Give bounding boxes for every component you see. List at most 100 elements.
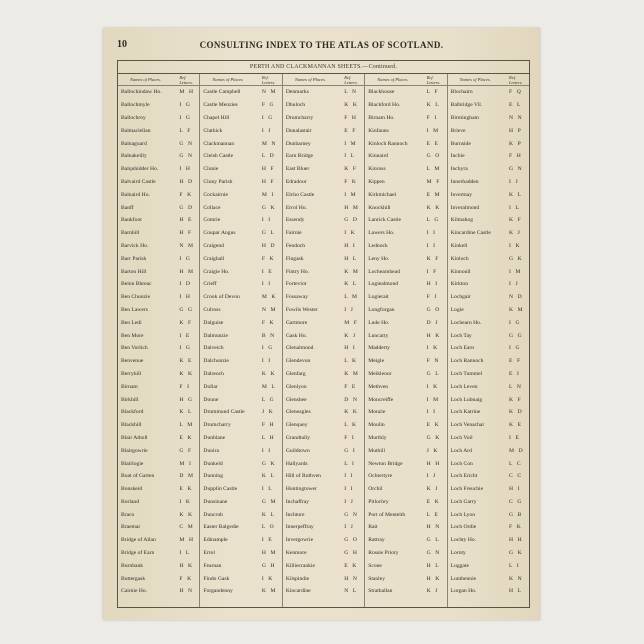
- index-row: Meigle F N: [365, 355, 446, 368]
- place-name: Moncreiffe: [368, 396, 394, 403]
- ref-letters: L M: [426, 166, 442, 173]
- index-column: Names of Places. Ref. Letters. Castle Camp…: [200, 74, 283, 607]
- ref-letters: F I: [179, 383, 191, 390]
- index-row: Strathallan K J: [365, 585, 446, 598]
- place-name: Bridge of Allan: [121, 537, 156, 544]
- index-row: Scone H L: [365, 559, 446, 572]
- place-name: Berryhill: [121, 370, 142, 377]
- ref-letters: G H: [261, 562, 277, 569]
- index-row: Errol H M: [200, 547, 281, 560]
- table-subtitle: PERTH AND CLACKMANNAN SHEETS.—Continued.: [249, 64, 398, 70]
- ref-letters: I G: [509, 345, 522, 352]
- index-row: Ben Chonzie I H: [118, 291, 199, 304]
- ref-letters: H N: [426, 524, 441, 531]
- ref-letters: H I: [344, 345, 357, 352]
- index-row: Loch Ericht C C: [448, 470, 529, 483]
- index-row: Castle Campbell N M: [200, 86, 281, 99]
- ref-letters: H M: [261, 550, 278, 557]
- place-name: Loch Katrine: [450, 409, 481, 416]
- place-name: Ben More: [121, 332, 144, 339]
- place-name: Kinfauns: [368, 127, 389, 134]
- header-name: Names of Places.: [294, 77, 326, 82]
- ref-letters: M F: [426, 178, 441, 185]
- index-row: Dunalastair E F: [283, 124, 364, 137]
- index-row: Dollar M L: [200, 380, 281, 393]
- place-name: Easter Balgedie: [203, 524, 239, 531]
- index-row: Methven I K: [365, 380, 446, 393]
- place-name: Dupplin Castle: [203, 486, 238, 493]
- place-name: Forteviot: [285, 281, 307, 288]
- index-row: Loch Tay G G: [448, 329, 529, 342]
- place-name: Luggate: [450, 562, 469, 569]
- place-name: Ochtertyre: [368, 473, 393, 480]
- ref-letters: K J: [426, 486, 440, 493]
- ref-letters: I G: [179, 114, 192, 121]
- place-name: Loch Lubnaig: [450, 396, 483, 403]
- index-row: Inchture G N: [283, 508, 364, 521]
- place-name: Kincardine: [285, 588, 311, 595]
- index-row: Duncrub K L: [200, 508, 281, 521]
- index-row: Glenshee D N: [283, 393, 364, 406]
- index-row: Fendoch H I: [283, 240, 364, 253]
- ref-letters: G K: [261, 204, 277, 211]
- place-name: Crook of Devon: [203, 294, 240, 301]
- index-row: Hill of Ruthven I I: [283, 470, 364, 483]
- index-row: Logiealmond H I: [365, 278, 446, 291]
- place-name: Moulin: [368, 422, 385, 429]
- index-row: Glenquey L K: [283, 419, 364, 432]
- ref-letters: K D: [509, 409, 524, 416]
- place-name: Inchture: [285, 511, 305, 518]
- column-header: Names of Places. Ref. Letters.: [282, 74, 365, 86]
- ref-letters: J K: [261, 409, 275, 416]
- place-name: Kinnaird: [368, 153, 389, 160]
- index-row: Denmarks L N: [283, 86, 364, 99]
- index-row: Hallyards L I: [283, 457, 364, 470]
- ref-letters: I I: [426, 242, 437, 249]
- index-row: Dalchonzie I I: [200, 355, 281, 368]
- place-name: Loch Ordie: [450, 524, 477, 531]
- ref-letters: F H: [344, 114, 358, 121]
- ref-letters: I E: [509, 434, 521, 441]
- ref-letters: I G: [179, 255, 192, 262]
- ref-letters: L O: [261, 524, 276, 531]
- place-name: Logierait: [368, 294, 389, 301]
- place-name: Inveralmond: [450, 204, 480, 211]
- ref-letters: F I: [426, 114, 438, 121]
- index-row: Comrie I I: [200, 214, 281, 227]
- ref-letters: G L: [426, 370, 441, 377]
- ref-letters: M F: [344, 319, 359, 326]
- index-row: Kinfauns I M: [365, 124, 446, 137]
- index-row: Lanrick Castle L G: [365, 214, 446, 227]
- ref-letters: G O: [344, 537, 359, 544]
- index-column: Names of Places. Ref. Letters. Blochairn F …: [447, 74, 530, 607]
- index-row: Glenfarg K M: [283, 368, 364, 381]
- ref-letters: G N: [509, 166, 524, 173]
- index-row: Inveralmond I L: [448, 201, 529, 214]
- place-name: Dunsinane: [203, 498, 228, 505]
- ref-letters: I L: [344, 153, 356, 160]
- index-row: Pitlochry E K: [365, 496, 446, 509]
- index-row: Lude Ho. D J: [365, 316, 446, 329]
- index-row: Craighall F K: [200, 252, 281, 265]
- column-header: Names of Places. Ref. Letters.: [118, 74, 200, 86]
- header-ref: Ref. Letters.: [426, 74, 441, 85]
- place-name: Invergowrie: [285, 537, 314, 544]
- place-name: Glenlyon: [285, 383, 307, 390]
- place-name: Clathick: [203, 127, 223, 134]
- index-row: Loch Earn I G: [448, 342, 529, 355]
- place-name: Braco: [121, 511, 135, 518]
- place-name: Kinloch: [450, 255, 469, 262]
- ref-letters: I I: [261, 281, 272, 288]
- place-name: Fairnie: [285, 230, 302, 237]
- ref-letters: G L: [426, 537, 441, 544]
- place-name: Lornty: [450, 550, 466, 557]
- place-name: Drummond Castle: [203, 409, 245, 416]
- ref-letters: K F: [179, 319, 193, 326]
- place-name: Innerhadden: [450, 178, 479, 185]
- index-row: Lednock I I: [365, 240, 446, 253]
- index-row: Earn Bridge I L: [283, 150, 364, 163]
- index-row: Lumbennie K N: [448, 572, 529, 585]
- index-row: Birkhill H G: [118, 393, 199, 406]
- ref-letters: H K: [426, 575, 441, 582]
